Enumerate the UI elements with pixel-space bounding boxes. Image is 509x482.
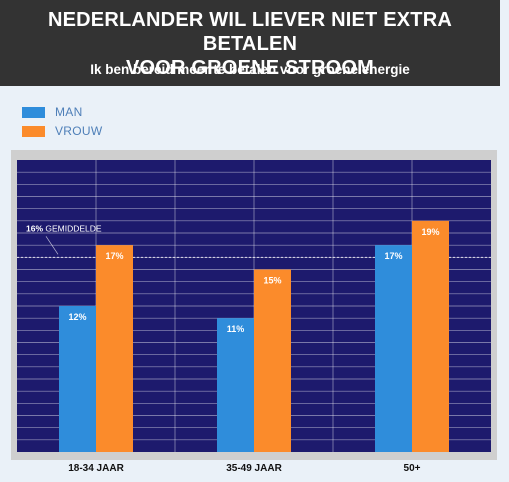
legend-item-vrouw: VROUW (22, 123, 103, 139)
legend-swatch-man (22, 106, 45, 118)
x-tick-label: 18-34 JAAR (68, 463, 124, 474)
bar-value-label: 17% (105, 251, 123, 261)
average-label: 16% GEMIDDELDE (26, 223, 102, 233)
bar-man (375, 245, 412, 452)
title-line-1: NEDERLANDER WIL LIEVER NIET EXTRA BETALE… (47, 9, 453, 55)
bar-value-label: 15% (263, 276, 281, 286)
bar-vrouw (254, 269, 291, 452)
title-line-2: VOOR GROENE STROOM (125, 57, 375, 79)
chart-title: NEDERLANDER WIL LIEVER NIET EXTRA BETALE… (0, 8, 500, 80)
bar-vrouw (96, 245, 133, 452)
bar-value-label: 12% (68, 312, 86, 322)
legend-swatch-vrouw (22, 125, 45, 137)
bar-value-label: 19% (421, 227, 439, 237)
chart-subtitle: Ik ben bereid meer te betalen voor groen… (90, 62, 410, 77)
bar-man (217, 318, 254, 452)
bar-value-label: 17% (384, 251, 402, 261)
header-banner: NEDERLANDER WIL LIEVER NIET EXTRA BETALE… (0, 0, 500, 86)
bar-value-label: 11% (227, 324, 245, 334)
legend-label-man: MAN (55, 105, 83, 119)
x-tick-label: 50+ (404, 463, 421, 474)
average-pointer (45, 236, 59, 255)
bar-vrouw (412, 220, 449, 452)
bar-man (59, 306, 96, 452)
legend: MAN VROUW (22, 104, 103, 142)
legend-item-man: MAN (22, 104, 103, 120)
legend-label-vrouw: VROUW (55, 124, 103, 138)
x-tick-label: 35-49 JAAR (226, 463, 282, 474)
